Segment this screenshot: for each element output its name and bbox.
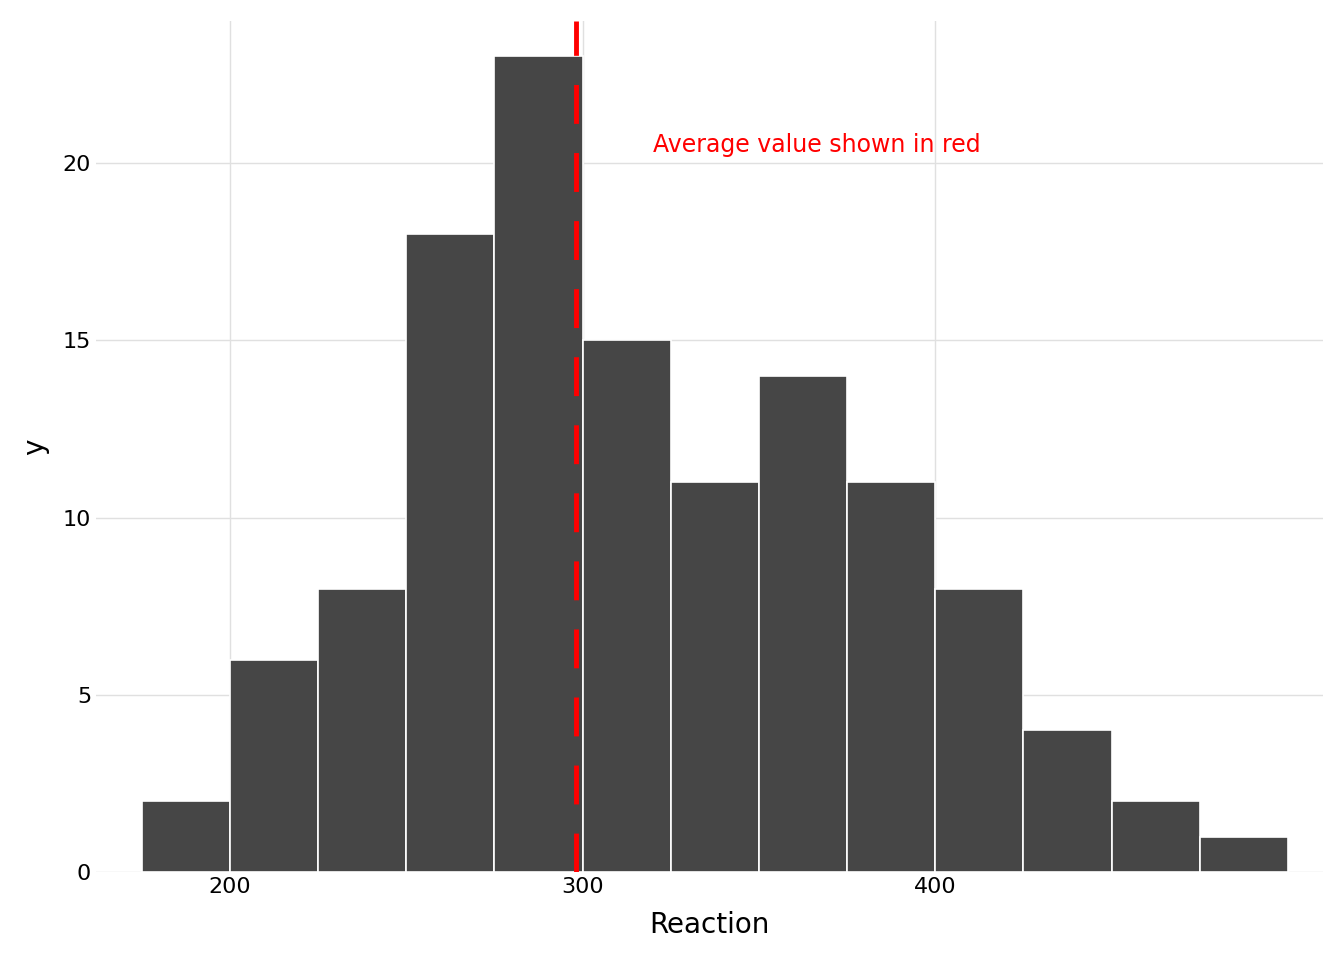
Bar <box>1023 731 1111 873</box>
Bar <box>759 375 847 873</box>
Text: Average value shown in red: Average value shown in red <box>653 133 981 157</box>
Bar <box>671 482 759 873</box>
Bar <box>142 802 230 873</box>
Bar <box>406 233 495 873</box>
Bar <box>1111 802 1200 873</box>
Bar <box>582 340 671 873</box>
X-axis label: Reaction: Reaction <box>649 911 770 939</box>
Bar <box>230 660 319 873</box>
Bar <box>495 57 582 873</box>
Bar <box>847 482 935 873</box>
Bar <box>935 588 1023 873</box>
Bar <box>319 588 406 873</box>
Y-axis label: y: y <box>22 439 48 455</box>
Bar <box>1200 837 1288 873</box>
